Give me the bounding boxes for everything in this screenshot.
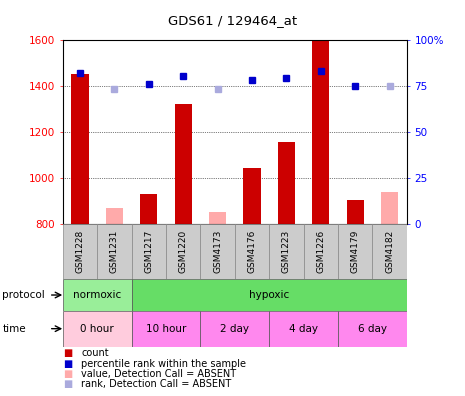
Text: hypoxic: hypoxic (249, 290, 289, 300)
Text: 4 day: 4 day (289, 324, 318, 334)
Bar (269, 311, 338, 346)
Bar (132, 224, 166, 279)
Bar (312, 40, 329, 224)
Bar (132, 311, 200, 346)
Text: ■: ■ (63, 358, 72, 369)
Bar (63, 311, 132, 346)
Text: normoxic: normoxic (73, 290, 121, 300)
Bar (200, 224, 235, 279)
Bar (106, 208, 123, 224)
Bar (338, 224, 372, 279)
Bar (244, 168, 260, 224)
Bar (372, 224, 407, 279)
Text: GSM1223: GSM1223 (282, 230, 291, 273)
Text: ■: ■ (63, 348, 72, 358)
Text: count: count (81, 348, 109, 358)
Text: GSM1217: GSM1217 (144, 230, 153, 273)
Text: GDS61 / 129464_at: GDS61 / 129464_at (168, 14, 297, 27)
Text: 6 day: 6 day (358, 324, 387, 334)
Text: time: time (2, 324, 26, 334)
Bar (140, 194, 157, 224)
Text: GSM4179: GSM4179 (351, 230, 360, 273)
Text: ■: ■ (63, 369, 72, 379)
Text: percentile rank within the sample: percentile rank within the sample (81, 358, 246, 369)
Text: GSM1226: GSM1226 (316, 230, 326, 273)
Bar (346, 200, 364, 224)
Bar (132, 279, 407, 311)
Bar (381, 192, 398, 224)
Text: GSM1228: GSM1228 (75, 230, 85, 273)
Bar (63, 279, 132, 311)
Bar (304, 224, 338, 279)
Text: ■: ■ (63, 379, 72, 389)
Text: 2 day: 2 day (220, 324, 249, 334)
Bar (209, 212, 226, 224)
Bar (174, 104, 192, 224)
Text: GSM4176: GSM4176 (247, 230, 257, 273)
Bar (97, 224, 132, 279)
Text: protocol: protocol (2, 290, 45, 300)
Text: GSM1220: GSM1220 (179, 230, 188, 273)
Bar (200, 311, 269, 346)
Text: GSM4182: GSM4182 (385, 230, 394, 273)
Text: GSM4173: GSM4173 (213, 230, 222, 273)
Text: 10 hour: 10 hour (146, 324, 186, 334)
Bar (235, 224, 269, 279)
Text: rank, Detection Call = ABSENT: rank, Detection Call = ABSENT (81, 379, 232, 389)
Bar (338, 311, 407, 346)
Bar (269, 224, 304, 279)
Bar (72, 74, 88, 224)
Bar (166, 224, 200, 279)
Text: GSM1231: GSM1231 (110, 230, 119, 273)
Text: 0 hour: 0 hour (80, 324, 114, 334)
Bar (63, 224, 97, 279)
Bar (278, 142, 295, 224)
Text: value, Detection Call = ABSENT: value, Detection Call = ABSENT (81, 369, 237, 379)
